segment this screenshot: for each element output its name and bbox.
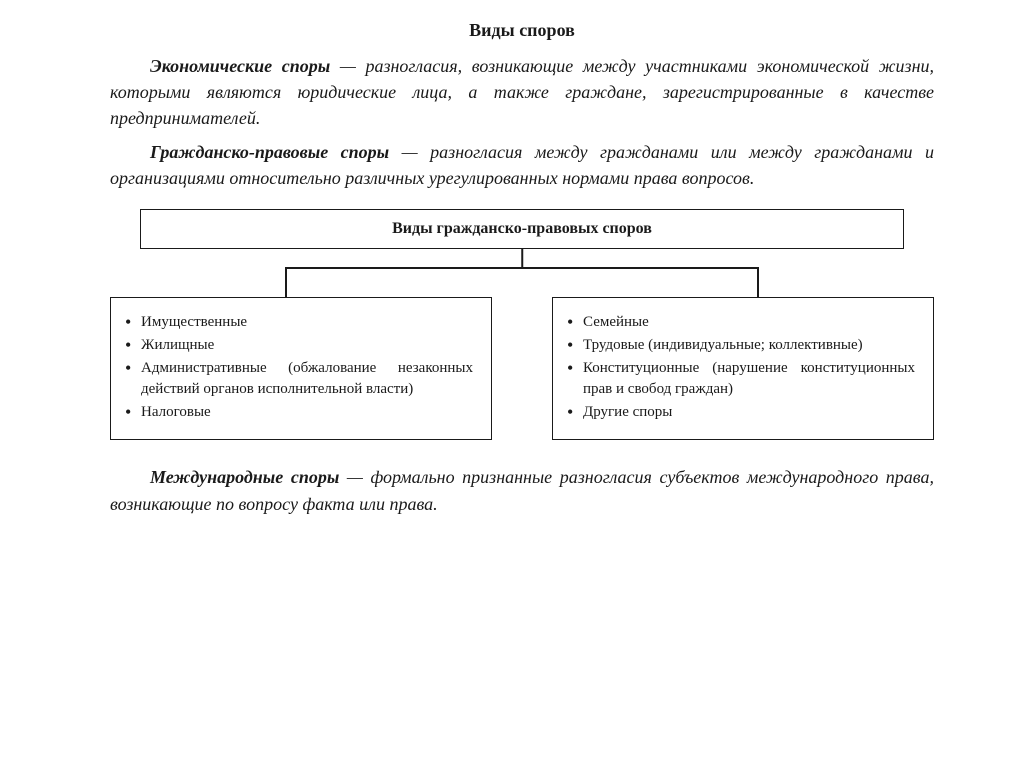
diagram-left-list: Имущественные Жилищные Административные … (123, 312, 473, 423)
connector-vcenter (521, 249, 523, 267)
paragraph-economic: Экономические споры — разногласия, возни… (110, 53, 934, 131)
list-item: Административные (обжалование незаконных… (123, 358, 473, 400)
term-international: Международные споры (150, 467, 339, 487)
paragraph-civil: Гражданско-правовые споры — разногласия … (110, 139, 934, 191)
list-item: Налоговые (123, 402, 473, 423)
list-item: Семейные (565, 312, 915, 333)
page-title: Виды споров (110, 20, 934, 41)
diagram-container: Виды гражданско-правовых споров Имуществ… (110, 209, 934, 440)
list-item: Имущественные (123, 312, 473, 333)
diagram-right-list: Семейные Трудовые (индивидуальные; колле… (565, 312, 915, 423)
list-item: Трудовые (индивидуальные; коллективные) (565, 335, 915, 356)
connector-vleft (285, 267, 287, 297)
list-item: Другие споры (565, 402, 915, 423)
diagram-right-box: Семейные Трудовые (индивидуальные; колле… (552, 297, 934, 440)
connector-hline (285, 267, 759, 269)
list-item: Жилищные (123, 335, 473, 356)
connector-vright (757, 267, 759, 297)
diagram-connectors (140, 249, 904, 297)
diagram-header: Виды гражданско-правовых споров (140, 209, 904, 249)
paragraph-international: Международные споры — формально признанн… (110, 464, 934, 516)
diagram-left-box: Имущественные Жилищные Административные … (110, 297, 492, 440)
diagram-boxes-row: Имущественные Жилищные Административные … (110, 297, 934, 440)
term-civil: Гражданско-правовые споры (150, 142, 389, 162)
term-economic: Экономические споры (150, 56, 330, 76)
list-item: Конституционные (нарушение конституционн… (565, 358, 915, 400)
